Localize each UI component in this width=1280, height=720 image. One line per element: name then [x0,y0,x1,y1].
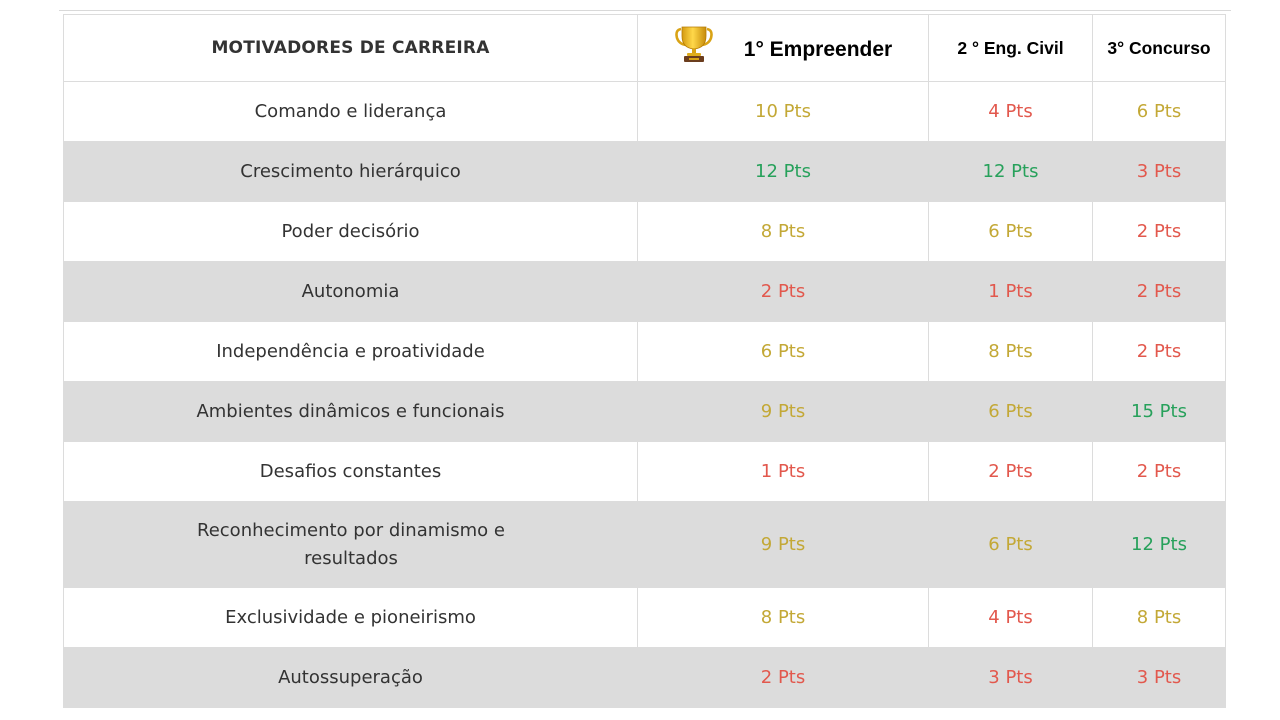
table-row: Reconhecimento por dinamismo e resultado… [63,501,1226,588]
score-empreender: 2 Pts [637,261,929,322]
score-concurso: 8 Pts [1092,587,1226,648]
score-eng-civil: 1 Pts [928,261,1093,322]
row-label-line-1: Reconhecimento por dinamismo e [197,519,505,541]
score-concurso: 2 Pts [1092,441,1226,502]
header-motivators: MOTIVADORES DE CARREIRA [63,14,638,82]
score-empreender: 12 Pts [637,141,929,202]
score-empreender: 9 Pts [637,381,929,442]
score-empreender: 10 Pts [637,81,929,142]
score-concurso: 3 Pts [1092,647,1226,708]
header-eng-civil: 2 ° Eng. Civil [928,14,1093,82]
score-eng-civil: 8 Pts [928,321,1093,382]
row-label: Poder decisório [63,201,638,262]
score-concurso: 3 Pts [1092,141,1226,202]
score-eng-civil: 6 Pts [928,201,1093,262]
score-concurso: 2 Pts [1092,261,1226,322]
score-empreender: 6 Pts [637,321,929,382]
score-concurso: 2 Pts [1092,201,1226,262]
score-empreender: 9 Pts [637,501,929,588]
table-row: Independência e proatividade 6 Pts 8 Pts… [63,321,1226,382]
table-header-row: MOTIVADORES DE CARREIRA [63,14,1226,82]
row-label: Desafios constantes [63,441,638,502]
score-concurso: 2 Pts [1092,321,1226,382]
score-empreender: 8 Pts [637,587,929,648]
score-eng-civil: 6 Pts [928,501,1093,588]
table-row: Ambientes dinâmicos e funcionais 9 Pts 6… [63,381,1226,442]
header-empreender: 1° Empreender [637,14,929,82]
row-label: Comando e liderança [63,81,638,142]
top-divider [59,10,1231,11]
row-label-line-2: resultados [304,547,398,569]
score-eng-civil: 3 Pts [928,647,1093,708]
row-label: Independência e proatividade [63,321,638,382]
row-label: Autossuperação [63,647,638,708]
row-label: Ambientes dinâmicos e funcionais [63,381,638,442]
score-concurso: 6 Pts [1092,81,1226,142]
score-empreender: 2 Pts [637,647,929,708]
table-row: Desafios constantes 1 Pts 2 Pts 2 Pts [63,441,1226,502]
table-row: Crescimento hierárquico 12 Pts 12 Pts 3 … [63,141,1226,202]
table-row: Autossuperação 2 Pts 3 Pts 3 Pts [63,647,1226,708]
row-label: Crescimento hierárquico [63,141,638,202]
table-row: Comando e liderança 10 Pts 4 Pts 6 Pts [63,81,1226,142]
score-empreender: 8 Pts [637,201,929,262]
score-eng-civil: 12 Pts [928,141,1093,202]
row-label: Reconhecimento por dinamismo e resultado… [63,501,638,588]
table-row: Exclusividade e pioneirismo 8 Pts 4 Pts … [63,587,1226,648]
trophy-icon [674,26,713,62]
career-motivators-table: MOTIVADORES DE CARREIRA [63,14,1226,708]
header-concurso: 3° Concurso [1092,14,1226,82]
row-label: Exclusividade e pioneirismo [63,587,638,648]
table-row: Autonomia 2 Pts 1 Pts 2 Pts [63,261,1226,322]
score-empreender: 1 Pts [637,441,929,502]
score-eng-civil: 4 Pts [928,587,1093,648]
score-eng-civil: 2 Pts [928,441,1093,502]
score-concurso: 12 Pts [1092,501,1226,588]
header-empreender-label: 1° Empreender [743,38,893,61]
score-concurso: 15 Pts [1092,381,1226,442]
row-label: Autonomia [63,261,638,322]
score-eng-civil: 4 Pts [928,81,1093,142]
table-row: Poder decisório 8 Pts 6 Pts 2 Pts [63,201,1226,262]
score-eng-civil: 6 Pts [928,381,1093,442]
